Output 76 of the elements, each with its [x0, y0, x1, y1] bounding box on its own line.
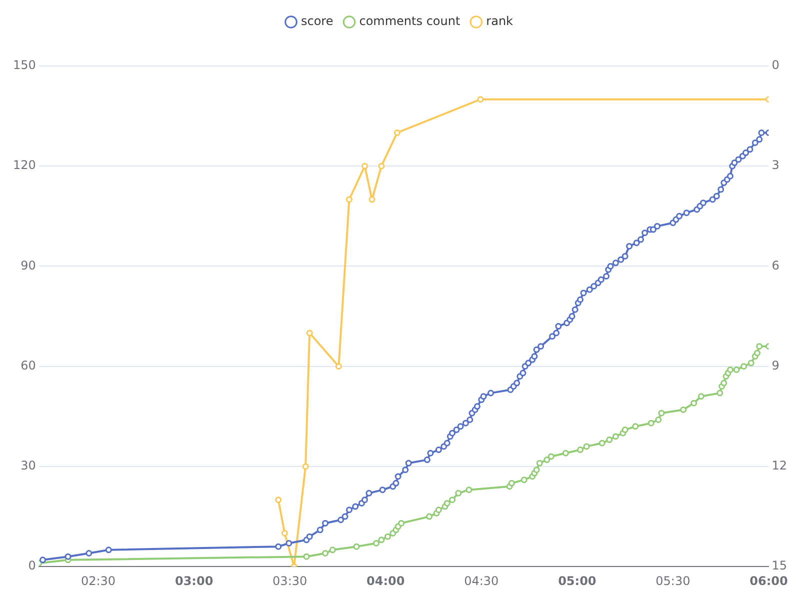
y2-tick-label: 6 — [772, 258, 780, 272]
point — [302, 463, 309, 470]
point — [748, 360, 754, 366]
point — [720, 380, 728, 386]
point — [426, 513, 433, 520]
point — [562, 450, 569, 456]
point — [306, 330, 313, 336]
point — [455, 490, 462, 496]
point — [384, 533, 391, 540]
y2-tick-label: 9 — [772, 358, 780, 372]
point — [680, 406, 687, 413]
point — [756, 343, 763, 350]
point — [754, 350, 760, 356]
point — [544, 456, 550, 464]
y-tick-label: 90 — [20, 258, 36, 272]
x-tick-label: 03:30 — [272, 574, 308, 588]
y-tick-label: 150 — [13, 58, 36, 72]
point — [690, 400, 698, 406]
point — [698, 393, 704, 400]
x-tick-label: 04:00 — [366, 574, 405, 588]
point — [583, 443, 590, 450]
point — [275, 496, 282, 504]
point — [740, 363, 748, 370]
point — [658, 410, 665, 416]
x-tick-label: 03:00 — [174, 574, 214, 588]
legend-label: score — [300, 14, 334, 28]
x-tick-label: 05:00 — [558, 574, 596, 588]
point — [606, 436, 613, 444]
point — [477, 96, 484, 103]
point — [329, 546, 336, 554]
point — [449, 496, 456, 504]
point — [466, 486, 472, 494]
point — [335, 363, 342, 370]
legend-label: comments count — [359, 14, 460, 28]
point — [548, 453, 554, 460]
point — [520, 476, 528, 484]
point — [622, 426, 628, 434]
y-tick-label: 60 — [20, 358, 36, 372]
y-tick-label: 0 — [28, 558, 36, 573]
x-tick-label: 02:30 — [80, 574, 116, 588]
point — [716, 390, 724, 396]
point — [378, 162, 385, 170]
point — [655, 416, 662, 424]
point — [353, 543, 360, 550]
point — [508, 480, 515, 486]
point — [372, 540, 380, 546]
point — [444, 500, 450, 506]
y2-tick-label: 0 — [772, 58, 780, 72]
point — [612, 433, 619, 440]
y2-tick-label: 15 — [772, 558, 788, 573]
point — [632, 423, 639, 430]
point — [394, 129, 400, 136]
point — [346, 196, 352, 203]
y2-tick-label: 12 — [772, 458, 788, 473]
y-tick-label: 30 — [20, 458, 36, 473]
point — [576, 446, 584, 454]
point — [536, 460, 543, 466]
point — [533, 466, 540, 474]
point — [648, 420, 654, 426]
point — [726, 366, 734, 373]
y-tick-label: 120 — [13, 158, 36, 172]
x-tick-label: 06:00 — [750, 574, 788, 588]
point — [435, 506, 442, 514]
point — [322, 550, 329, 556]
point — [303, 553, 310, 560]
point — [378, 536, 385, 544]
x-tick-label: 04:30 — [464, 574, 499, 588]
x-tick-label: 05:30 — [656, 574, 690, 588]
point — [398, 520, 405, 526]
legend-label: rank — [486, 14, 514, 28]
point — [733, 366, 740, 373]
point — [368, 196, 376, 203]
point — [281, 530, 288, 536]
point — [598, 440, 606, 446]
y2-tick-label: 3 — [772, 158, 780, 172]
point — [361, 162, 368, 170]
